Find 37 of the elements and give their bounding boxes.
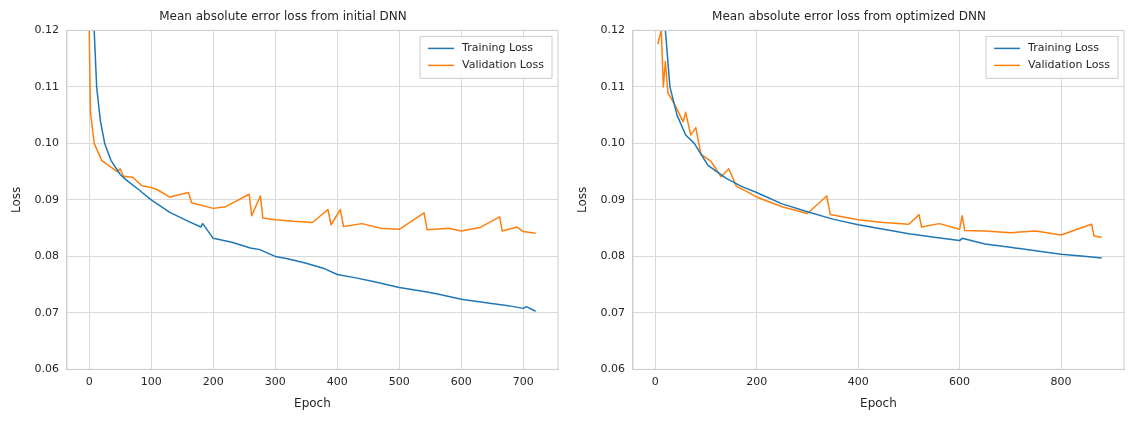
x-tick-label: 200: [202, 374, 224, 388]
y-axis-title: Loss: [575, 186, 590, 214]
y-tick-label: 0.12: [34, 23, 59, 37]
y-axis-title: Loss: [9, 186, 24, 214]
x-axis-title: Epoch: [294, 395, 331, 410]
x-axis-title: Epoch: [860, 395, 897, 410]
y-tick-label: 0.06: [600, 362, 625, 376]
y-tick-label: 0.10: [34, 136, 59, 150]
y-tick-label: 0.06: [34, 362, 59, 376]
y-tick-label: 0.07: [34, 305, 59, 319]
x-tick-label: 600: [450, 374, 472, 388]
y-tick-label: 0.09: [600, 192, 625, 206]
legend-label: Training Loss: [1027, 41, 1100, 55]
x-tick-label: 800: [1050, 374, 1072, 388]
y-tick-label: 0.07: [600, 305, 625, 319]
y-tick-label: 0.08: [34, 249, 59, 263]
y-tick-label: 0.08: [600, 249, 625, 263]
legend-label: Validation Loss: [1028, 58, 1111, 72]
y-tick-label: 0.09: [34, 192, 59, 206]
x-tick-label: 0: [85, 374, 93, 388]
x-tick-label: 0: [651, 374, 659, 388]
x-tick-label: 400: [847, 374, 869, 388]
y-tick-label: 0.12: [600, 23, 625, 37]
chart-title: Mean absolute error loss from initial DNN: [159, 9, 407, 24]
x-tick-label: 400: [326, 374, 348, 388]
legend-label: Validation Loss: [462, 58, 545, 72]
x-tick-label: 300: [264, 374, 286, 388]
y-tick-label: 0.11: [34, 79, 59, 93]
y-tick-label: 0.10: [600, 136, 625, 150]
x-tick-label: 100: [140, 374, 162, 388]
legend-label: Training Loss: [461, 41, 534, 55]
chart-title: Mean absolute error loss from optimized DNN: [712, 9, 986, 24]
x-tick-label: 700: [512, 374, 534, 388]
y-tick-label: 0.11: [600, 79, 625, 93]
x-tick-label: 200: [746, 374, 768, 388]
x-tick-label: 600: [949, 374, 971, 388]
x-tick-label: 500: [388, 374, 410, 388]
